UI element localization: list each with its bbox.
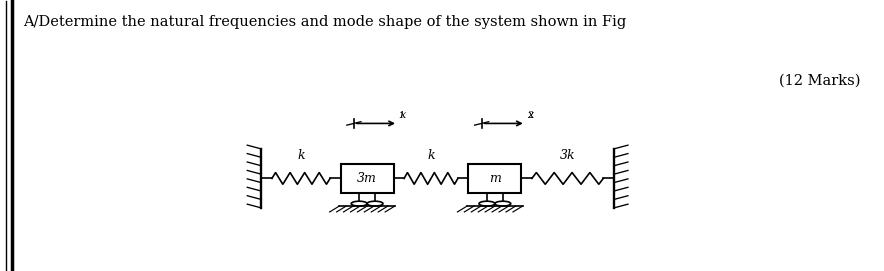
Text: x: x [528, 110, 534, 120]
Bar [469, 164, 522, 193]
Text: A/Determine the natural frequencies and mode shape of the system shown in Fig: A/Determine the natural frequencies and … [23, 15, 627, 29]
Text: k: k [297, 149, 305, 162]
Text: x: x [400, 110, 406, 120]
Text: k: k [427, 149, 435, 162]
Text: 1: 1 [399, 111, 405, 120]
Text: m: m [489, 172, 501, 185]
Text: 3k: 3k [560, 149, 575, 162]
Text: 3m: 3m [357, 172, 377, 185]
Text: (12 Marks): (12 Marks) [779, 74, 861, 88]
Text: 2: 2 [527, 111, 532, 120]
Bar [340, 164, 393, 193]
